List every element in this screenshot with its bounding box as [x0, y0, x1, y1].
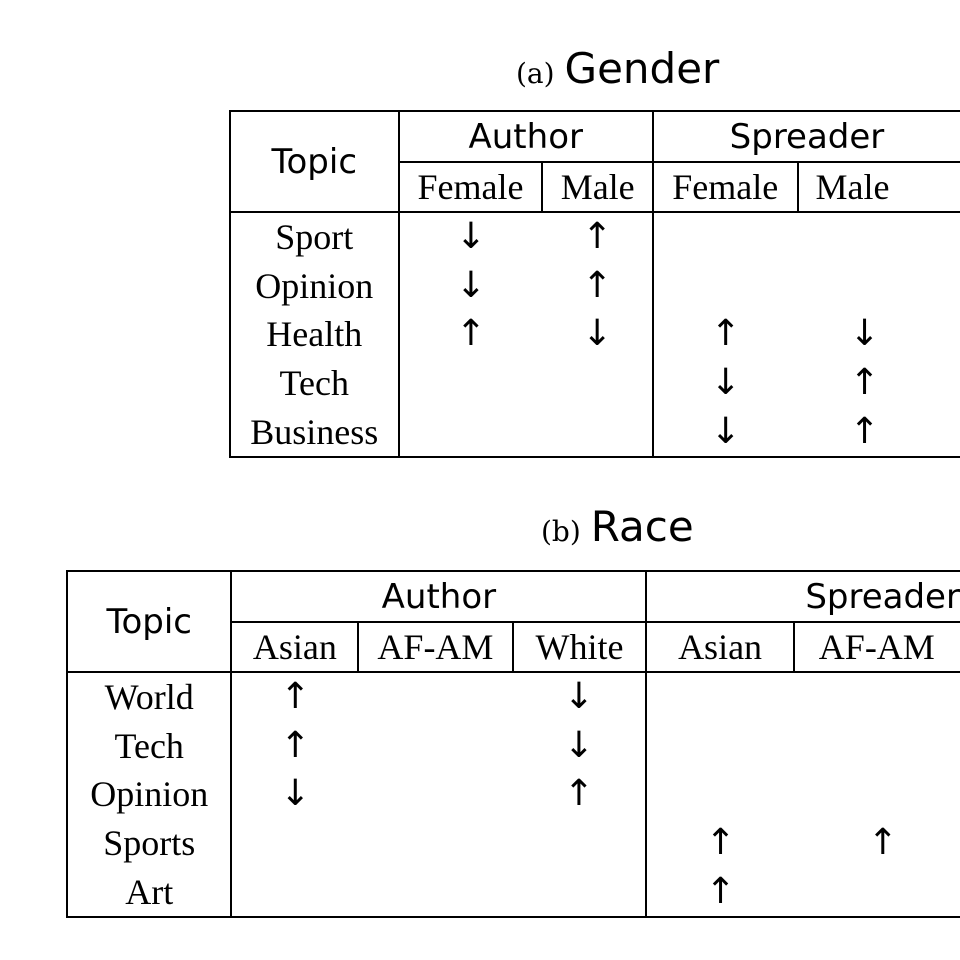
race-arrow-cell — [358, 867, 513, 918]
race-arrow-cell — [231, 819, 358, 868]
gender-row-health: Health ↑ ↓ ↑ ↓ — [229, 310, 960, 359]
gender-caption-title: Gender — [564, 44, 720, 93]
race-row-tech: Tech ↑ ↓ — [65, 721, 960, 771]
race-arrow-cell — [794, 770, 960, 819]
race-row-sports: Sports ↑ ↑ — [65, 818, 960, 868]
race-caption-label: (b) — [541, 515, 581, 548]
race-arrow-cell: ↑ — [280, 724, 311, 766]
race-arrow-cell — [793, 867, 960, 918]
gender-arrow-cell: ↓ — [542, 310, 654, 359]
gender-topic-cell: Opinion — [229, 261, 400, 311]
race-author-white-header: White — [512, 622, 648, 673]
race-topic-header: Topic — [65, 570, 233, 673]
gender-arrow-cell — [798, 262, 960, 311]
race-row-opinion: Opinion ↓ ↑ — [65, 770, 960, 819]
gender-topic-cell: Sport — [229, 212, 400, 262]
race-topic-cell: Tech — [65, 721, 233, 771]
gender-arrow-cell: ↑ — [542, 212, 654, 262]
race-author-asian-header: Asian — [231, 622, 360, 673]
gender-caption: (a) Gender — [516, 48, 719, 90]
gender-arrow-cell: ↑ — [455, 313, 487, 355]
race-arrow-cell: ↓ — [280, 773, 311, 815]
race-row-art: Art ↑ — [65, 867, 960, 918]
gender-arrow-cell: ↓ — [710, 362, 741, 404]
gender-topic-cell: Health — [229, 310, 400, 359]
race-caption: (b) Race — [541, 506, 694, 548]
gender-topic-header: Topic — [229, 110, 400, 213]
race-author-header: Author — [231, 570, 648, 623]
race-arrow-cell: ↑ — [867, 822, 898, 864]
race-arrow-cell: ↑ — [512, 770, 648, 819]
gender-arrow-cell: ↑ — [710, 313, 741, 355]
gender-arrow-cell: ↓ — [849, 313, 880, 355]
gender-arrow-cell: ↑ — [849, 362, 880, 404]
race-arrow-cell — [512, 867, 648, 918]
gender-topic-cell: Business — [229, 407, 400, 458]
race-caption-title: Race — [590, 502, 694, 551]
race-arrow-cell: ↑ — [705, 822, 736, 864]
gender-arrow-cell — [542, 407, 654, 458]
race-table: Topic Author Spreader Asian AF-AM White … — [65, 570, 960, 918]
gender-row-business: Business ↓ ↑ — [229, 407, 960, 458]
gender-arrow-cell — [399, 359, 543, 408]
gender-row-opinion: Opinion ↓ ↑ — [229, 261, 960, 311]
race-topic-cell: Sports — [65, 818, 233, 868]
race-arrow-cell — [646, 722, 793, 771]
race-spreader-afam-header: AF-AM — [793, 622, 960, 673]
gender-arrow-cell: ↓ — [652, 407, 798, 458]
gender-arrow-cell — [653, 212, 798, 262]
gender-author-female-header: Female — [398, 162, 544, 213]
race-arrow-cell — [358, 819, 512, 868]
gender-author-male-header: Male — [542, 162, 654, 213]
race-arrow-cell — [794, 672, 960, 722]
race-arrow-cell — [646, 672, 793, 722]
race-arrow-cell — [794, 722, 960, 771]
gender-arrow-cell — [398, 407, 543, 458]
gender-arrow-cell: ↓ — [455, 264, 487, 306]
gender-arrow-cell — [798, 212, 960, 262]
race-spreader-header: Spreader — [646, 570, 960, 623]
race-topic-cell: World — [65, 672, 233, 722]
race-arrow-cell — [231, 867, 359, 918]
race-arrow-cell — [358, 672, 512, 722]
race-topic-cell: Opinion — [65, 770, 233, 819]
gender-spreader-male-header: Male — [797, 162, 960, 213]
race-spreader-asian-header: Asian — [646, 622, 795, 673]
race-arrow-cell: ↓ — [512, 672, 648, 722]
race-arrow-cell: ↓ — [512, 721, 648, 771]
gender-arrow-cell — [542, 358, 654, 408]
gender-row-sport: Sport ↓ ↑ — [229, 212, 960, 262]
race-arrow-cell — [646, 770, 793, 819]
gender-spreader-header: Spreader — [652, 110, 960, 163]
race-arrow-cell — [358, 722, 512, 771]
gender-arrow-cell: ↑ — [542, 261, 654, 311]
gender-arrow-cell: ↑ — [797, 407, 960, 458]
gender-spreader-female-header: Female — [652, 162, 799, 213]
race-topic-cell: Art — [65, 867, 233, 918]
gender-topic-cell: Tech — [229, 358, 400, 408]
race-arrow-cell — [512, 818, 648, 868]
race-arrow-cell — [358, 770, 512, 819]
gender-arrow-cell — [653, 262, 798, 311]
gender-author-header: Author — [398, 110, 654, 163]
race-arrow-cell: ↑ — [646, 867, 794, 918]
gender-caption-label: (a) — [516, 57, 555, 90]
race-row-world: World ↑ ↓ — [65, 672, 960, 722]
gender-row-tech: Tech ↓ ↑ — [229, 358, 960, 408]
gender-table: Topic Author Spreader Female Male Female… — [229, 110, 960, 458]
race-author-afam-header: AF-AM — [358, 622, 514, 673]
gender-arrow-cell: ↓ — [455, 216, 487, 258]
race-arrow-cell: ↑ — [280, 676, 311, 718]
